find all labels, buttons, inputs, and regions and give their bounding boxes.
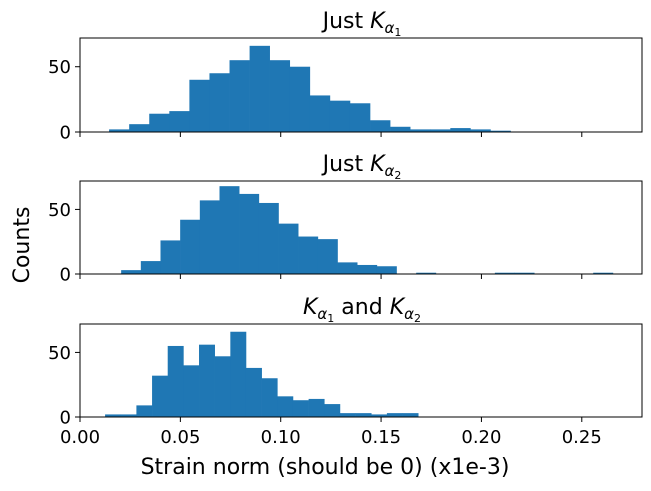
histogram-bar xyxy=(371,414,388,417)
y-tick-label: 50 xyxy=(48,57,71,78)
histogram-bar xyxy=(199,200,220,275)
histogram-bar xyxy=(357,264,378,274)
x-tick-label: 0.25 xyxy=(562,427,602,448)
histogram-bar xyxy=(109,129,130,132)
histogram-bar xyxy=(329,100,351,132)
histogram-bar xyxy=(189,79,210,132)
histogram-bar xyxy=(370,120,391,132)
histogram-bar xyxy=(180,219,201,274)
histogram-bar xyxy=(230,331,247,417)
histogram-bar xyxy=(278,223,299,275)
histogram-bar xyxy=(105,414,122,417)
histogram-bar xyxy=(386,413,403,418)
histogram-bar xyxy=(261,378,278,417)
y-tick-label: 50 xyxy=(48,200,71,221)
x-tick-label: 0.20 xyxy=(461,427,501,448)
histogram-bar xyxy=(308,398,325,417)
histogram-bar xyxy=(136,405,153,418)
plot-frame xyxy=(79,37,643,133)
histogram-bar xyxy=(289,66,311,132)
histogram-panel-2: 0 50 Just Kα2 xyxy=(48,152,643,286)
histogram-bar xyxy=(349,103,371,132)
histogram-bar xyxy=(450,128,471,132)
histogram-bar xyxy=(199,344,215,417)
histogram-bar xyxy=(121,270,142,275)
histogram-bar xyxy=(416,272,437,274)
x-tick-label: 0.05 xyxy=(160,427,200,448)
plot-frame xyxy=(79,323,643,418)
histogram-bar xyxy=(317,239,338,275)
histogram-panel-1: 0 50 Just Kα1 xyxy=(48,9,643,144)
histogram-bar xyxy=(160,240,181,274)
histogram-bar xyxy=(430,129,451,132)
histogram-bar xyxy=(169,111,190,132)
histogram-bar xyxy=(245,367,262,417)
histogram-bar xyxy=(120,414,137,417)
histogram-bar xyxy=(152,375,169,417)
histogram-bar xyxy=(183,365,200,417)
histogram-bar xyxy=(494,272,515,274)
histogram-bar xyxy=(514,272,535,274)
histogram-bar xyxy=(298,236,319,274)
histogram-bar xyxy=(337,262,358,275)
x-tick-label: 0.10 xyxy=(261,427,301,448)
histogram-bar xyxy=(249,45,270,132)
histogram-bar xyxy=(214,356,231,417)
histogram-bar xyxy=(355,413,372,418)
histogram-bar xyxy=(149,113,170,132)
histogram-bar xyxy=(129,124,150,132)
panel-3-title: Kα1 and Kα2 xyxy=(303,295,421,325)
histogram-bar xyxy=(593,272,614,274)
histogram-bar xyxy=(390,126,411,132)
y-tick-label: 0 xyxy=(60,123,71,144)
histogram-bar xyxy=(339,413,356,418)
histogram-bar xyxy=(167,345,184,417)
panel-1-title: Just Kα1 xyxy=(321,9,402,39)
histogram-bar xyxy=(470,129,491,132)
histogram-bar xyxy=(219,186,240,274)
histogram-bar xyxy=(258,202,279,274)
y-axis-label: Counts xyxy=(10,207,35,284)
histogram-bar xyxy=(269,60,291,132)
histogram-bar xyxy=(324,404,341,417)
histogram-bar xyxy=(309,95,331,132)
x-tick-label: 0.15 xyxy=(361,427,401,448)
histogram-bar xyxy=(140,261,161,274)
y-tick-label: 50 xyxy=(48,343,71,364)
x-tick-label: 0.00 xyxy=(60,427,100,448)
histogram-bar xyxy=(239,193,260,274)
panel-2-title: Just Kα2 xyxy=(321,152,402,182)
y-tick-label: 0 xyxy=(60,408,71,429)
histogram-bar xyxy=(376,266,397,274)
histogram-bar xyxy=(229,60,250,132)
x-axis-label: Strain norm (should be 0) (x1e-3) xyxy=(141,455,510,480)
y-tick-label: 0 xyxy=(60,265,71,286)
histogram-bar xyxy=(402,413,419,418)
histogram-bar xyxy=(277,396,294,417)
histogram-bar xyxy=(209,73,230,132)
histogram-bar xyxy=(292,400,309,417)
histogram-bar xyxy=(490,130,511,132)
histogram-bar xyxy=(410,129,431,132)
histogram-panel-3: 0 50 0.00 0.05 0.10 0.15 0.20 0.25 Kα1 and Kα2 xyxy=(48,295,643,448)
plot-frame xyxy=(79,180,643,275)
